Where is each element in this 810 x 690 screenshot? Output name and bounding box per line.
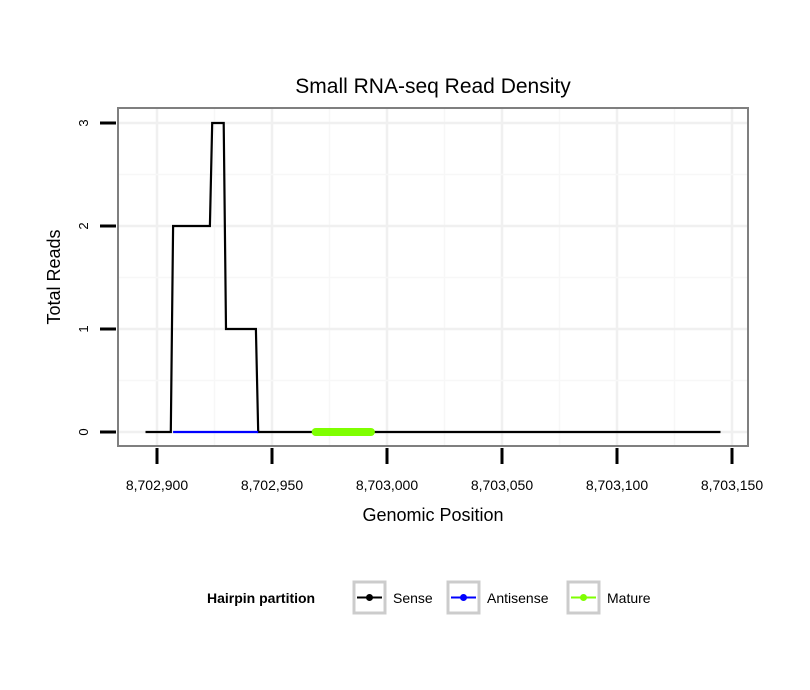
- x-tick-label: 8,703,100: [586, 477, 648, 493]
- series-group: [145, 121, 721, 436]
- legend-label: Sense: [393, 590, 433, 606]
- x-axis: 8,702,900 8,702,950 8,703,000 8,703,050 8,70…: [126, 448, 763, 493]
- y-axis-label: Total Reads: [44, 229, 64, 324]
- x-tick-label: 8,703,000: [356, 477, 418, 493]
- legend-label: Mature: [607, 590, 651, 606]
- x-axis-label: Genomic Position: [362, 505, 503, 525]
- legend: Sense Antisense Mature: [352, 580, 651, 615]
- legend-key-point: [580, 594, 587, 601]
- chart-title: Small RNA-seq Read Density: [295, 75, 571, 98]
- legend-key-point: [460, 594, 467, 601]
- x-tick-label: 8,702,900: [126, 477, 188, 493]
- x-tick-label: 8,702,950: [241, 477, 303, 493]
- x-tick-label: 8,703,050: [471, 477, 533, 493]
- legend-title: Hairpin partition: [207, 590, 315, 606]
- y-tick-label: 1: [76, 325, 91, 332]
- series-line-sense: [145, 121, 721, 434]
- x-tick-label: 8,703,150: [701, 477, 763, 493]
- legend-label: Antisense: [487, 590, 549, 606]
- y-tick-label: 3: [76, 119, 91, 126]
- y-axis: 0 1 2 3: [76, 119, 116, 436]
- legend-key-point: [366, 594, 373, 601]
- y-tick-label: 0: [76, 428, 91, 435]
- plot-border: [117, 107, 749, 447]
- y-tick-label: 2: [76, 222, 91, 229]
